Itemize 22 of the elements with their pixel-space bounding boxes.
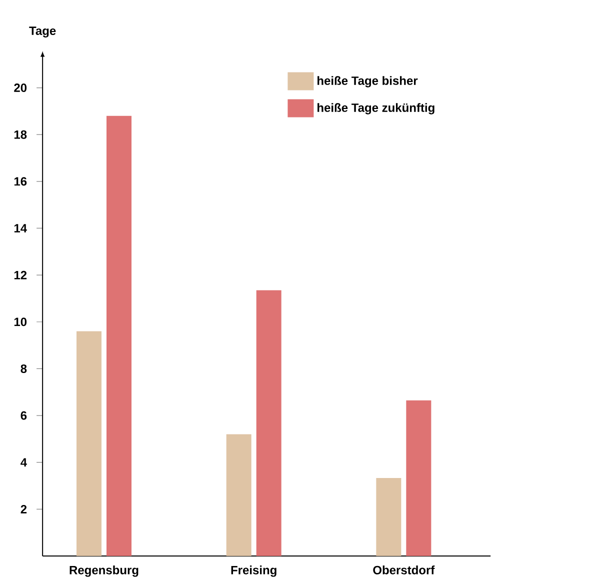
bar xyxy=(376,478,402,556)
x-tick-label: Regensburg xyxy=(70,566,138,577)
bar xyxy=(406,400,432,556)
x-tick-label: Oberstdorf xyxy=(373,566,435,574)
legend-label: heiße Tage bisher xyxy=(318,76,418,88)
x-tick-label: Freising xyxy=(231,566,276,577)
y-tick-label: 2 xyxy=(20,504,27,514)
bar xyxy=(226,434,252,556)
y-tick-label: 16 xyxy=(14,177,27,186)
bar xyxy=(256,290,282,556)
y-tick-label: 14 xyxy=(14,224,27,232)
y-tick-label: 20 xyxy=(14,84,27,92)
y-tick-label: 18 xyxy=(14,130,27,139)
y-tick-label: 12 xyxy=(14,270,27,280)
bar xyxy=(76,331,102,556)
y-tick-label: 8 xyxy=(20,364,27,373)
y-tick-label: 6 xyxy=(20,411,27,420)
bar xyxy=(106,116,132,556)
y-tick-label: 4 xyxy=(20,458,27,466)
legend-label: heiße Tage zukünftig xyxy=(318,103,434,114)
y-tick-label: 10 xyxy=(14,318,27,326)
y-axis-title: Tage xyxy=(29,26,56,38)
